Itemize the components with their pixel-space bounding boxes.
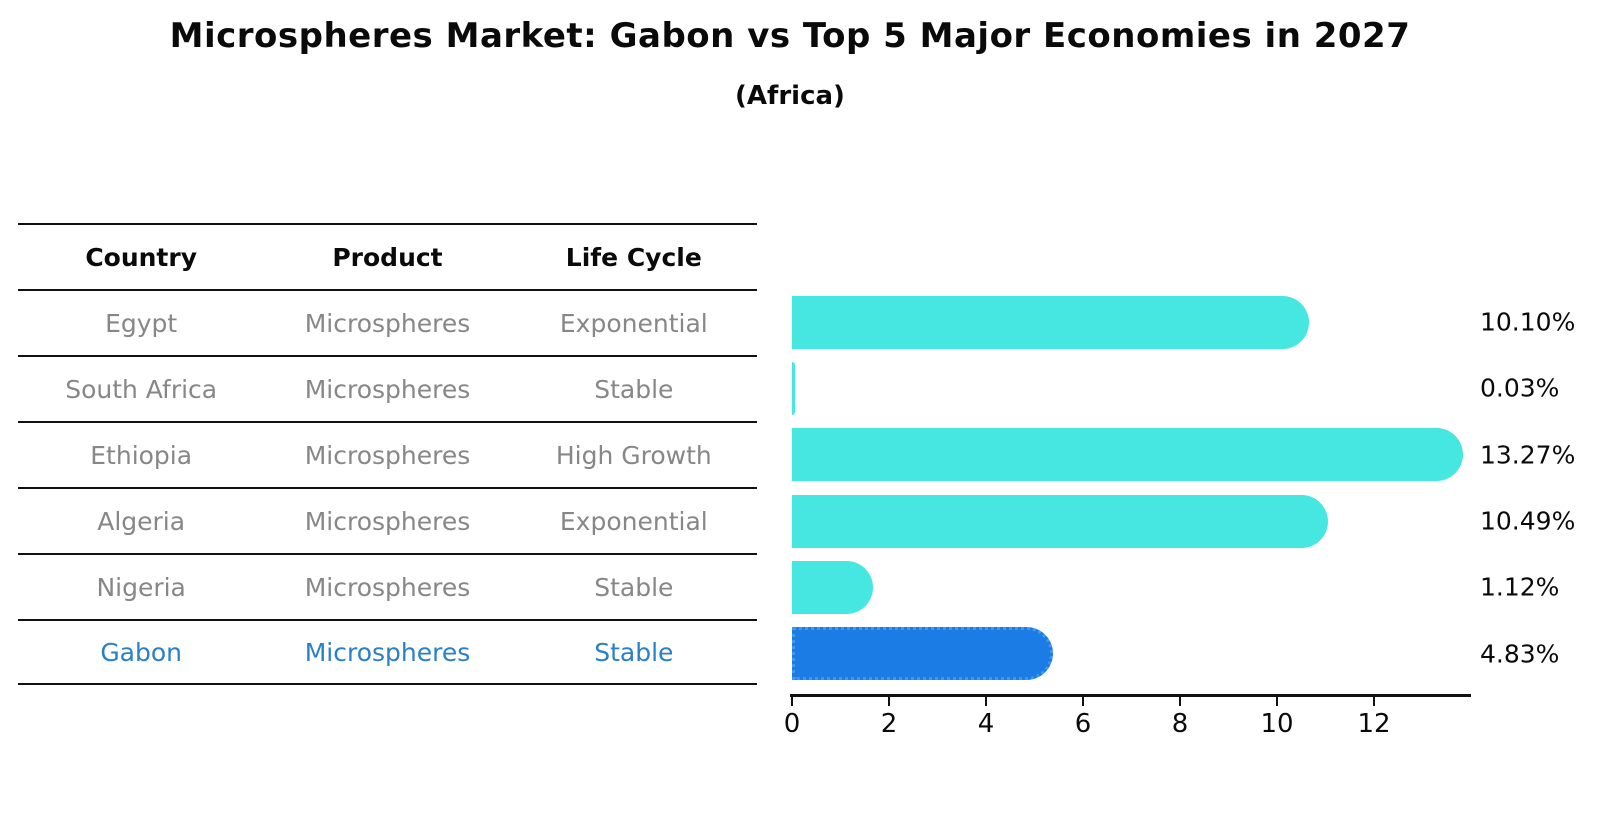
cell-country: Egypt <box>105 308 178 338</box>
x-axis-tick-label: 2 <box>880 709 898 739</box>
x-axis-line <box>790 694 1471 697</box>
value-label: 13.27% <box>1480 440 1576 470</box>
value-label: 4.83% <box>1480 639 1560 669</box>
bar-gabon <box>792 627 1054 681</box>
value-label: 10.10% <box>1480 307 1576 337</box>
cell-country: Algeria <box>97 506 186 536</box>
header-cell-life-cycle: Life Cycle <box>565 242 702 272</box>
table-row-gabon: Gabon Microspheres Stable <box>18 619 757 685</box>
cell-product: Microspheres <box>304 440 471 470</box>
x-axis-tick <box>1373 696 1375 706</box>
cell-product: Microspheres <box>304 308 471 338</box>
value-label: 1.12% <box>1480 572 1560 602</box>
x-axis-tick <box>985 696 987 706</box>
x-axis-tick-label: 0 <box>783 709 801 739</box>
header-cell-product: Product <box>332 242 443 272</box>
table-row: Nigeria Microspheres Stable <box>18 553 757 619</box>
x-axis-tick-label: 6 <box>1074 709 1092 739</box>
cell-country: Ethiopia <box>90 440 193 470</box>
value-label: 0.03% <box>1480 373 1560 403</box>
cell-product: Microspheres <box>304 637 471 667</box>
cell-product: Microspheres <box>304 506 471 536</box>
x-axis-tick <box>888 696 890 706</box>
x-axis-tick <box>1179 696 1181 706</box>
cell-country: Gabon <box>100 637 183 667</box>
table-row: Algeria Microspheres Exponential <box>18 487 757 553</box>
table-row: Ethiopia Microspheres High Growth <box>18 421 757 487</box>
x-axis-tick-label: 8 <box>1171 709 1189 739</box>
x-axis-tick-label: 10 <box>1260 709 1294 739</box>
cell-life-cycle: Stable <box>594 572 674 602</box>
bar-south-africa <box>792 361 795 415</box>
x-axis-tick <box>1276 696 1278 706</box>
cell-life-cycle: Exponential <box>559 506 708 536</box>
header-cell-country: Country <box>85 242 198 272</box>
page-title: Microspheres Market: Gabon vs Top 5 Majo… <box>169 16 1411 56</box>
x-axis-tick-label: 12 <box>1357 709 1391 739</box>
cell-product: Microspheres <box>304 374 471 404</box>
x-axis-tick-label: 4 <box>977 709 995 739</box>
x-axis-tick <box>1082 696 1084 706</box>
cell-life-cycle: Exponential <box>559 308 708 338</box>
bar-algeria <box>792 494 1328 548</box>
cell-country: South Africa <box>65 374 218 404</box>
data-table: Country Product Life Cycle Egypt Microsp… <box>18 223 757 685</box>
bar-ethiopia <box>792 428 1463 482</box>
table-header-row: Country Product Life Cycle <box>18 223 757 289</box>
bar-nigeria <box>792 560 874 614</box>
cell-product: Microspheres <box>304 572 471 602</box>
cell-country: Nigeria <box>96 572 186 602</box>
value-label: 10.49% <box>1480 506 1576 536</box>
cell-life-cycle: Stable <box>594 637 674 667</box>
cell-life-cycle: Stable <box>594 374 674 404</box>
bar-egypt <box>792 295 1309 349</box>
x-axis-tick <box>791 696 793 706</box>
table-row: South Africa Microspheres Stable <box>18 355 757 421</box>
cell-life-cycle: High Growth <box>555 440 712 470</box>
page-subtitle: (Africa) <box>735 81 845 111</box>
table-row: Egypt Microspheres Exponential <box>18 289 757 355</box>
